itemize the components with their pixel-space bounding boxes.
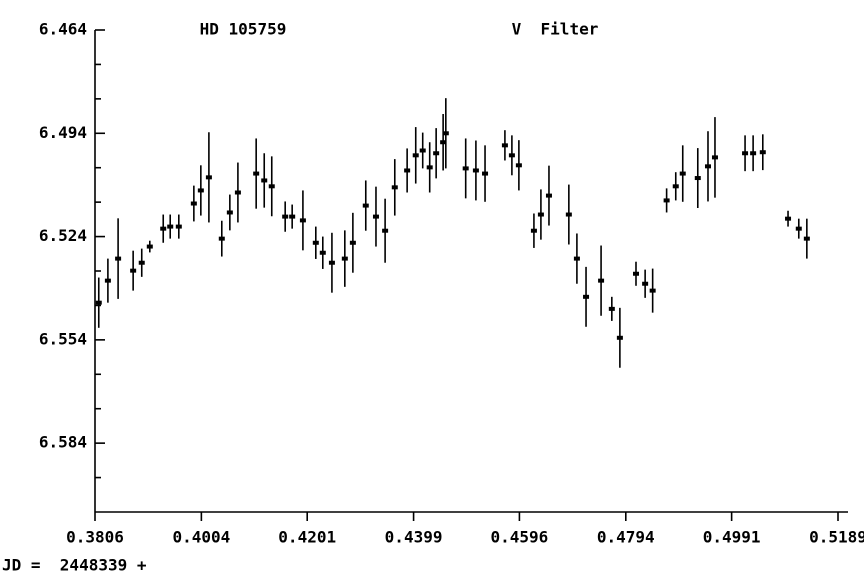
data-point: [160, 226, 167, 231]
data-point: [115, 256, 122, 261]
data-point: [803, 236, 810, 241]
data-point: [289, 214, 296, 219]
y-tick-label: 6.524: [39, 226, 87, 245]
x-tick-label: 0.4399: [385, 528, 443, 547]
x-tick-label: 0.4596: [491, 528, 549, 547]
data-point: [299, 218, 306, 223]
data-point: [501, 143, 508, 148]
data-point: [282, 214, 289, 219]
x-tick-label: 0.4794: [597, 528, 655, 547]
x-tick-label: 0.5189: [809, 528, 864, 547]
data-point: [508, 153, 515, 158]
x-tick-label: 0.4004: [172, 528, 230, 547]
data-point: [530, 228, 537, 233]
data-point: [130, 268, 137, 273]
data-point: [672, 184, 679, 189]
data-point: [146, 244, 153, 249]
data-point: [205, 175, 212, 180]
data-point: [785, 216, 792, 221]
data-point: [742, 151, 749, 156]
data-point: [704, 164, 711, 169]
data-point: [175, 224, 182, 229]
x-tick-label: 0.4991: [703, 528, 761, 547]
data-point: [573, 256, 580, 261]
data-point: [226, 210, 233, 215]
data-point: [404, 168, 411, 173]
data-point: [795, 226, 802, 231]
data-point: [598, 278, 605, 283]
data-point: [426, 165, 433, 170]
data-point: [362, 203, 369, 208]
data-point: [104, 278, 111, 283]
chart-subtitle: V Filter: [512, 20, 599, 39]
data-point: [349, 240, 356, 245]
x-tick-label: 0.3806: [66, 528, 124, 547]
data-point: [642, 281, 649, 286]
x-tick-label: 0.4201: [278, 528, 336, 547]
data-point: [583, 294, 590, 299]
data-point: [711, 155, 718, 160]
data-point: [218, 236, 225, 241]
data-point: [328, 260, 335, 265]
data-point: [341, 256, 348, 261]
data-point: [616, 335, 623, 340]
data-point: [433, 151, 440, 156]
data-point: [442, 131, 449, 136]
data-point: [312, 240, 319, 245]
data-point: [95, 300, 102, 305]
data-point: [382, 228, 389, 233]
data-point: [545, 193, 552, 198]
data-point: [167, 224, 174, 229]
data-point: [663, 198, 670, 203]
data-point: [515, 163, 522, 168]
data-point: [679, 171, 686, 176]
data-point: [391, 185, 398, 190]
data-point: [694, 176, 701, 181]
data-point: [197, 188, 204, 193]
data-point: [472, 168, 479, 173]
data-point: [419, 148, 426, 153]
data-point: [482, 171, 489, 176]
data-point: [440, 140, 447, 145]
x-axis-label: JD = 2448339 +: [2, 556, 147, 575]
data-point: [261, 178, 268, 183]
data-point: [253, 171, 260, 176]
y-tick-label: 6.494: [39, 123, 87, 142]
data-point: [759, 150, 766, 155]
data-point: [268, 184, 275, 189]
data-point: [412, 153, 419, 158]
data-point: [565, 212, 572, 217]
data-point: [190, 201, 197, 206]
data-point: [234, 190, 241, 195]
y-tick-label: 6.584: [39, 433, 87, 452]
data-point: [750, 151, 757, 156]
chart-title: HD 105759: [200, 20, 287, 39]
data-point: [372, 214, 379, 219]
data-point: [138, 260, 145, 265]
data-point: [537, 212, 544, 217]
data-point: [462, 166, 469, 171]
data-point: [608, 306, 615, 311]
y-tick-label: 6.464: [39, 20, 87, 39]
data-point: [319, 250, 326, 255]
y-tick-label: 6.554: [39, 329, 87, 348]
data-point: [632, 271, 639, 276]
data-point: [649, 288, 656, 293]
